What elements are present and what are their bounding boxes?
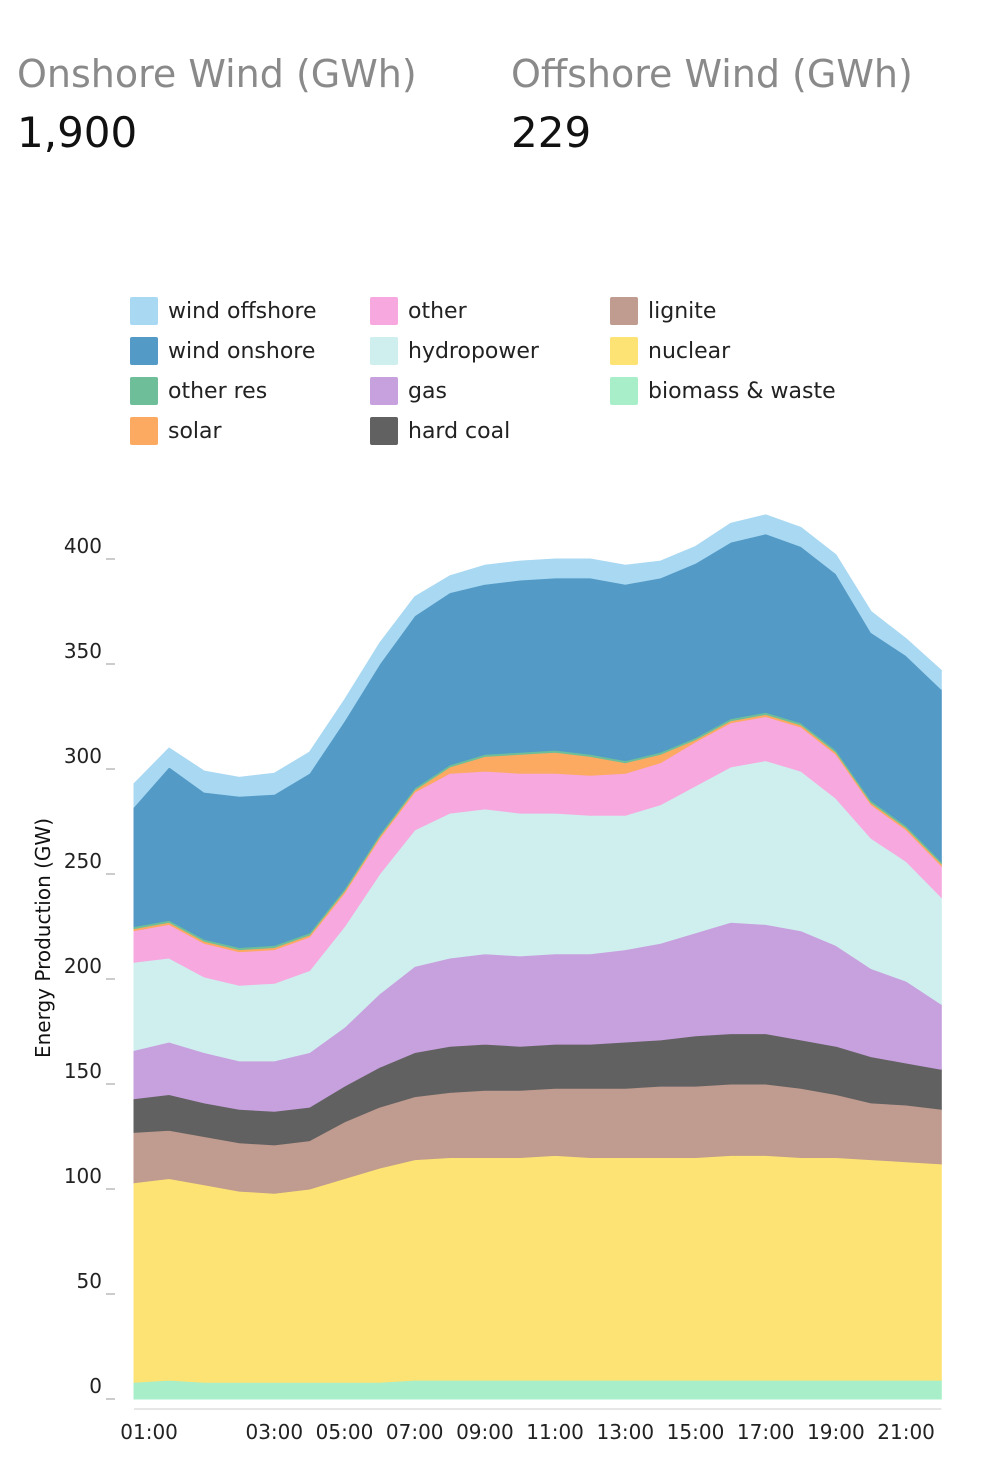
y-tick-label: 350	[64, 639, 102, 663]
y-tick-label: 400	[64, 534, 102, 558]
x-tick-label: 17:00	[737, 1420, 795, 1444]
legend-item-wind-offshore: wind offshore	[130, 296, 317, 326]
legend-label-lignite: lignite	[648, 298, 717, 324]
legend-label-nuclear: nuclear	[648, 338, 731, 364]
legend-item-solar: solar	[130, 416, 222, 446]
legend-item-lignite: lignite	[610, 296, 716, 326]
legend-label-other-res: other res	[168, 378, 268, 404]
x-axis: 01:00 03:00 05:00 07:00 09:00 11:00 13:00 15:00…	[120, 1408, 942, 1444]
onshore-wind-kpi: Onshore Wind (GWh) 1,900	[17, 52, 417, 157]
legend-label-hydropower: hydropower	[408, 338, 539, 364]
y-axis-title: Energy Production (GW)	[31, 818, 55, 1058]
legend-label-wind-onshore: wind onshore	[168, 338, 316, 364]
legend-item-biomass-waste: biomass & waste	[610, 376, 836, 406]
legend-label-solar: solar	[168, 418, 222, 444]
x-tick-label: 13:00	[596, 1420, 654, 1444]
x-tick-label: 03:00	[245, 1420, 303, 1444]
x-tick-label: 15:00	[667, 1420, 725, 1444]
y-tick-label: 300	[64, 744, 102, 768]
onshore-wind-value: 1,900	[17, 108, 138, 157]
area-wind-offshore	[133, 514, 942, 809]
x-tick-label: 21:00	[877, 1420, 935, 1444]
legend-item-wind-onshore: wind onshore	[130, 336, 315, 366]
y-tick-label: 50	[77, 1269, 102, 1293]
legend-item-gas: gas	[370, 376, 447, 406]
legend-swatch-hydropower	[370, 337, 398, 365]
offshore-wind-label: Offshore Wind (GWh)	[511, 52, 913, 96]
offshore-wind-value: 229	[511, 108, 592, 157]
x-tick-label: 07:00	[386, 1420, 444, 1444]
legend-label-hard-coal: hard coal	[408, 418, 511, 444]
legend-swatch-other-res	[130, 377, 158, 405]
legend-swatch-wind-onshore	[130, 337, 158, 365]
onshore-wind-label: Onshore Wind (GWh)	[17, 52, 417, 96]
x-tick-label: 05:00	[316, 1420, 374, 1444]
legend-swatch-lignite	[610, 297, 638, 325]
x-tick-label: 09:00	[456, 1420, 514, 1444]
legend-swatch-hard-coal	[370, 417, 398, 445]
x-tick-label: 11:00	[526, 1420, 584, 1444]
legend-swatch-biomass-waste	[610, 377, 638, 405]
x-tick-label: 01:00	[120, 1420, 178, 1444]
legend-swatch-wind-offshore	[130, 297, 158, 325]
legend-item-hydropower: hydropower	[370, 336, 539, 366]
legend-item-nuclear: nuclear	[610, 336, 730, 366]
legend-swatch-other	[370, 297, 398, 325]
y-tick-label: 0	[89, 1374, 102, 1398]
offshore-wind-kpi: Offshore Wind (GWh) 229	[511, 52, 913, 157]
legend-item-hard-coal: hard coal	[370, 416, 510, 446]
legend-swatch-nuclear	[610, 337, 638, 365]
legend-swatch-gas	[370, 377, 398, 405]
y-tick-label: 100	[64, 1164, 102, 1188]
legend-item-other: other	[370, 296, 467, 326]
y-axis: 0 50 100 150 200 250 300 350 400	[64, 534, 115, 1400]
legend-swatch-solar	[130, 417, 158, 445]
legend-label-wind-offshore: wind offshore	[168, 298, 317, 324]
chart-areas	[133, 514, 942, 1400]
y-tick-label: 250	[64, 849, 102, 873]
legend-label-biomass-waste: biomass & waste	[648, 378, 836, 404]
legend-item-other-res: other res	[130, 376, 267, 406]
y-tick-label: 200	[64, 954, 102, 978]
area-biomass-waste	[133, 1379, 942, 1400]
legend-label-gas: gas	[408, 378, 447, 404]
legend-label-other: other	[408, 298, 467, 324]
y-tick-label: 150	[64, 1059, 102, 1083]
x-tick-label: 19:00	[807, 1420, 865, 1444]
